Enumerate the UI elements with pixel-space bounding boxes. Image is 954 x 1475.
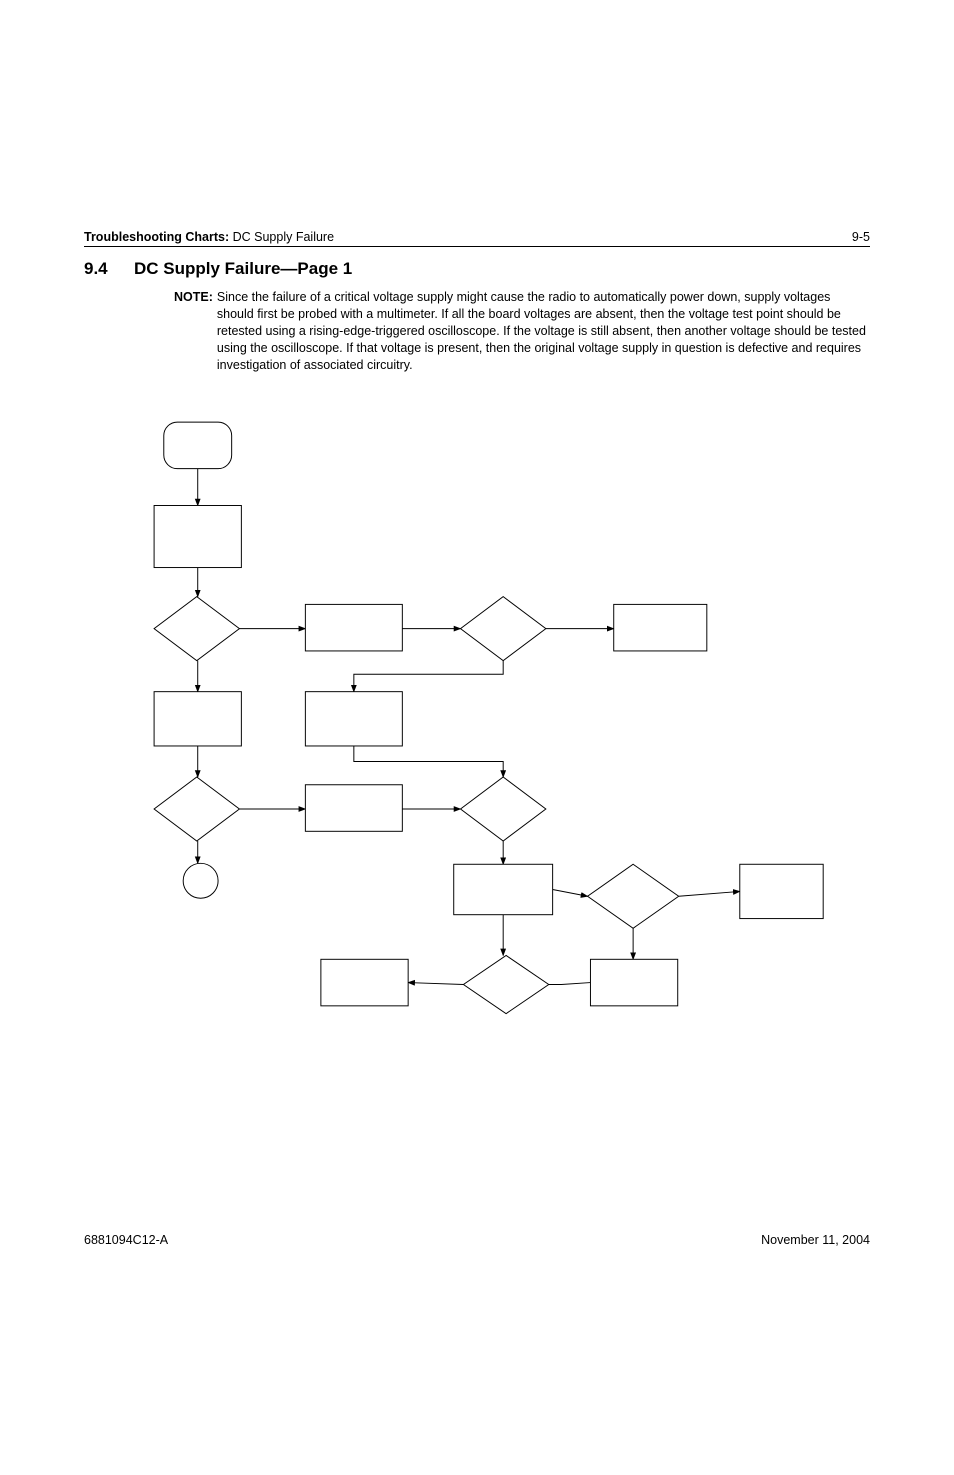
flow-node-proc4: [154, 692, 241, 746]
note-text: Since the failure of a critical voltage …: [217, 289, 870, 373]
section-heading: 9.4 DC Supply Failure—Page 1: [84, 259, 870, 279]
note-label: NOTE:: [174, 289, 213, 373]
header-bold: Troubleshooting Charts:: [84, 230, 229, 244]
flow-node-proc7: [454, 865, 553, 915]
header-left: Troubleshooting Charts: DC Supply Failur…: [84, 230, 334, 244]
flow-node-proc3: [614, 605, 707, 652]
flow-node-proc9: [321, 960, 408, 1007]
flow-node-proc10: [590, 960, 677, 1007]
page-footer: 6881094C12-A November 11, 2004: [84, 1233, 870, 1247]
section-title: DC Supply Failure—Page 1: [134, 259, 352, 279]
section-number: 9.4: [84, 259, 134, 279]
note-block: NOTE: Since the failure of a critical vo…: [174, 289, 870, 373]
flow-node-dec2: [461, 597, 546, 661]
header-page-number: 9-5: [852, 230, 870, 244]
flow-node-dec3: [154, 777, 239, 841]
flow-node-proc6: [305, 785, 402, 832]
flow-node-proc5: [305, 692, 402, 746]
header-rest: DC Supply Failure: [229, 230, 334, 244]
flow-node-proc8: [740, 865, 823, 919]
flow-node-dec6: [463, 956, 548, 1014]
page-header: Troubleshooting Charts: DC Supply Failur…: [84, 230, 870, 247]
flow-node-proc2: [305, 605, 402, 652]
footer-left: 6881094C12-A: [84, 1233, 168, 1247]
flow-node-conn: [183, 864, 218, 899]
flow-node-dec4: [461, 777, 546, 841]
flowchart: [84, 393, 870, 1033]
flow-node-dec1: [154, 597, 239, 661]
flow-node-proc1: [154, 506, 241, 568]
flow-node-dec5: [588, 865, 679, 929]
footer-right: November 11, 2004: [761, 1233, 870, 1247]
flow-node-start: [164, 422, 232, 469]
